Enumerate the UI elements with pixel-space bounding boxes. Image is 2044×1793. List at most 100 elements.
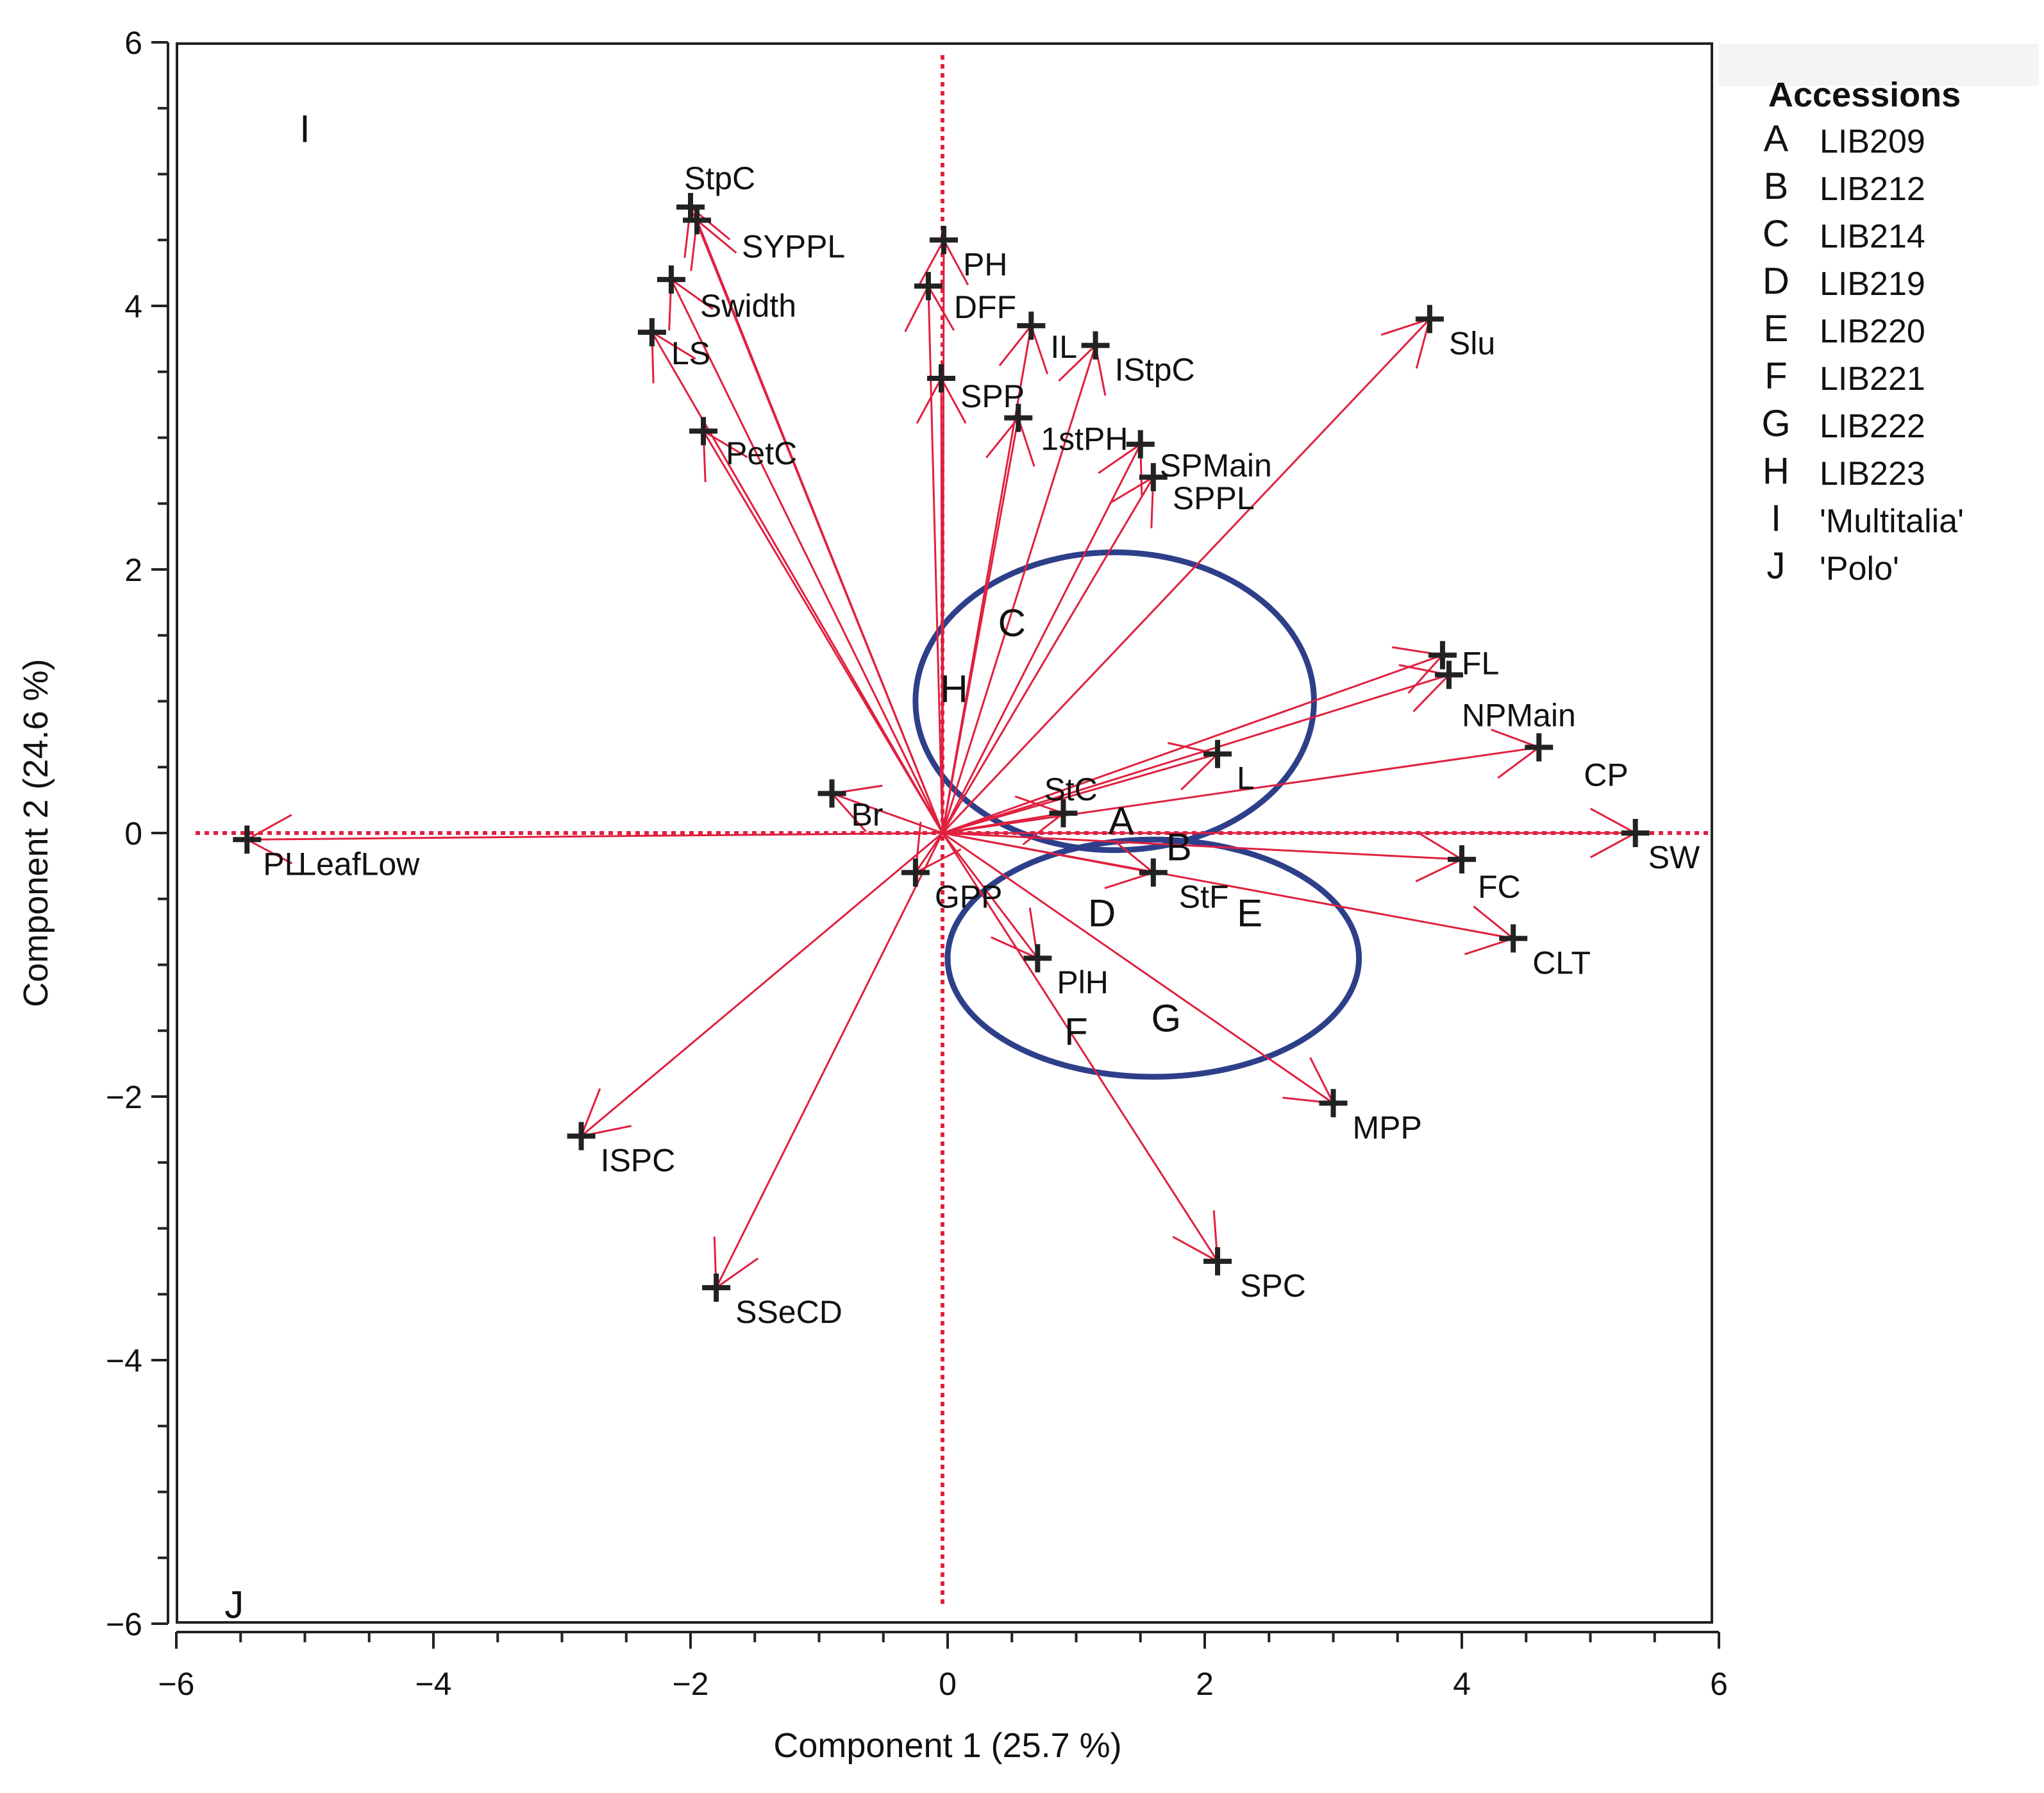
plot-frame — [176, 42, 1713, 1624]
vector-spmain — [941, 444, 1142, 834]
x-tick-label: −2 — [672, 1666, 708, 1702]
variable-label-fc: FC — [1478, 869, 1521, 905]
marker-fl — [1428, 641, 1457, 669]
vector-syppl — [696, 219, 944, 834]
marker-spmain — [1126, 430, 1155, 459]
legend-letter-j: J — [1767, 545, 1786, 587]
arrowhead-sppl — [1109, 475, 1155, 528]
accession-h: H — [940, 668, 968, 711]
legend-name-b: LIB212 — [1820, 171, 1925, 208]
accession-d: D — [1088, 891, 1116, 934]
vector-sppl — [941, 476, 1155, 834]
y-tick-label: −2 — [106, 1079, 142, 1115]
variable-markers — [233, 192, 1650, 1302]
marker-mpp — [1319, 1089, 1348, 1118]
variable-label-slu: Slu — [1449, 326, 1495, 362]
legend-letter-a: A — [1764, 118, 1789, 160]
variable-label-istpc: IStpC — [1115, 352, 1195, 388]
y-tick-label: 0 — [124, 816, 142, 852]
marker-cp — [1525, 733, 1554, 762]
legend-letter-h: H — [1763, 450, 1789, 492]
accession-a: A — [1109, 799, 1134, 842]
marker-ls — [637, 318, 666, 347]
variable-label-petc: PetC — [726, 435, 797, 471]
variable-labels: StpC SYPPL Swidth LS PetC PH DFF IL IStpC SPP 1stP… — [263, 160, 1700, 1330]
variable-label-fl: FL — [1462, 646, 1499, 682]
x-axis-title: Component 1 (25.7 %) — [773, 1726, 1121, 1765]
vector-npmain — [942, 673, 1450, 834]
vector-ssecd — [715, 832, 944, 1288]
y-tick-label: 6 — [124, 25, 142, 61]
variable-label-plh: PlH — [1057, 964, 1109, 1000]
x-axis: −6 −4 −2 0 2 4 6 — [158, 1631, 1728, 1702]
marker-br — [817, 779, 846, 808]
accession-ellipses — [912, 549, 1362, 1080]
vector-istpc — [941, 345, 1097, 834]
variable-label-gpp: GPP — [935, 879, 1003, 915]
variable-label-mpp: MPP — [1353, 1109, 1422, 1145]
x-tick-label: 0 — [939, 1666, 957, 1702]
vector-fl — [942, 654, 1443, 834]
marker-swidth — [657, 265, 685, 294]
marker-npmain — [1434, 661, 1463, 689]
legend-letter-e: E — [1764, 308, 1789, 349]
y-tick-label: 4 — [124, 289, 142, 324]
vector-petc — [702, 430, 944, 834]
vector-spc — [941, 832, 1219, 1262]
legend-name-j: 'Polo' — [1820, 550, 1899, 587]
vector-slu — [941, 318, 1430, 834]
legend-letter-c: C — [1763, 213, 1789, 255]
legend-letter-f: F — [1764, 355, 1787, 397]
marker-ph — [929, 226, 958, 255]
variable-label-swidth: Swidth — [700, 288, 796, 324]
vector-fc — [942, 832, 1462, 861]
y-tick-label: 2 — [124, 552, 142, 588]
variable-label-spc: SPC — [1240, 1268, 1306, 1304]
variable-label-il: IL — [1050, 329, 1077, 365]
variable-label-npmain: NPMain — [1462, 697, 1576, 733]
marker-syppl — [683, 206, 712, 235]
vector-swidth — [670, 279, 944, 834]
x-tick-label: −4 — [415, 1666, 451, 1702]
marker-petc — [689, 417, 718, 446]
legend-name-h: LIB223 — [1820, 455, 1925, 492]
marker-il — [1017, 311, 1046, 340]
x-tick-label: 2 — [1196, 1666, 1214, 1702]
group-ellipse-2 — [944, 836, 1362, 1080]
marker-l — [1203, 739, 1232, 768]
variable-label-leaflow: LeafLow — [298, 846, 420, 882]
marker-dff — [914, 272, 942, 301]
variable-label-ssecd: SSeCD — [735, 1294, 842, 1330]
marker-spc — [1203, 1247, 1232, 1275]
legend-name-i: 'Multitalia' — [1820, 503, 1964, 540]
vector-plh — [941, 832, 1039, 959]
variable-label-stf: StF — [1179, 879, 1229, 915]
legend-letter-g: G — [1761, 403, 1790, 444]
marker-istpc — [1081, 331, 1110, 360]
variable-label-br: Br — [851, 796, 884, 832]
vector-gpp — [914, 832, 944, 873]
variable-label-spmain: SPMain — [1160, 448, 1272, 484]
marker-sw — [1621, 819, 1650, 847]
variable-label-ispc: ISPC — [601, 1143, 676, 1179]
accession-f: F — [1064, 1010, 1088, 1053]
accession-g: G — [1152, 997, 1182, 1040]
marker-stf — [1139, 858, 1168, 887]
variable-label-syppl: SYPPL — [742, 228, 845, 264]
accession-labels: AB C D E F G H I J — [224, 108, 1262, 1627]
vector-stc — [942, 812, 1064, 834]
marker-stc — [1049, 799, 1078, 828]
variable-label-ls: LS — [671, 335, 710, 371]
vector-ispc — [580, 832, 943, 1137]
vector-stf — [942, 832, 1154, 874]
marker-gpp — [901, 858, 930, 887]
marker-spp — [926, 364, 955, 393]
variable-label-l: L — [1237, 761, 1255, 796]
marker-fc — [1448, 845, 1476, 874]
variable-label-1stph: 1stPH — [1041, 421, 1128, 457]
legend-name-g: LIB222 — [1820, 408, 1925, 445]
x-tick-label: 4 — [1453, 1666, 1471, 1702]
variable-label-dff: DFF — [954, 289, 1016, 325]
variable-label-stc: StC — [1044, 771, 1097, 807]
